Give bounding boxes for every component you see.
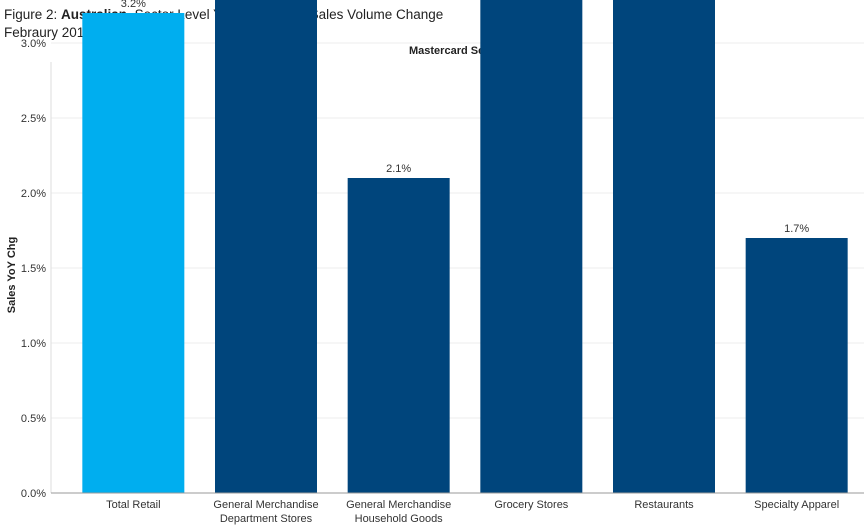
chart-subtitle: Febraury 2019: [4, 25, 92, 40]
data-labels: 3.2%5.4%2.1%3.8%4.4%1.7%: [121, 0, 810, 235]
gridlines: [51, 42, 864, 419]
category-label: General Merchandise: [346, 499, 451, 511]
y-tick-label: 2.0%: [21, 188, 46, 200]
bars: [82, 0, 848, 493]
category-label: General Merchandise: [213, 499, 318, 511]
bar: [215, 0, 317, 493]
chart-title-block: Figure 2: Australian Sector Level Year-O…: [4, 6, 443, 42]
category-label: Household Goods: [355, 513, 444, 525]
y-axis-ticks: 0.0%0.5%1.0%1.5%2.0%2.5%3.0%3.5%4.0%4.5%…: [21, 38, 46, 500]
bar: [745, 238, 848, 493]
bar: [347, 178, 450, 493]
bar: [480, 0, 583, 493]
category-label: Total Retail: [106, 499, 160, 511]
category-label: Grocery Stores: [494, 499, 568, 511]
y-tick-label: 0.0%: [21, 488, 46, 500]
y-tick-label: 1.5%: [21, 263, 46, 275]
category-labels: Total Retail General Merchandise Departmen…: [106, 499, 839, 525]
y-tick-label: 3.0%: [21, 38, 46, 50]
bar: [82, 13, 185, 493]
y-axis-label: Sales YoY Chg: [6, 237, 18, 313]
data-label: 1.7%: [784, 223, 809, 235]
data-label: 2.1%: [386, 163, 411, 175]
category-label: Restaurants: [634, 499, 694, 511]
title-prefix: Figure 2:: [4, 7, 62, 22]
y-tick-label: 2.5%: [21, 113, 46, 125]
data-label: 3.2%: [121, 0, 146, 10]
category-label: Specialty Apparel: [754, 499, 839, 511]
category-label: Department Stores: [220, 513, 313, 525]
bar: [613, 0, 715, 493]
y-tick-label: 0.5%: [21, 413, 46, 425]
y-tick-label: 1.0%: [21, 338, 46, 350]
